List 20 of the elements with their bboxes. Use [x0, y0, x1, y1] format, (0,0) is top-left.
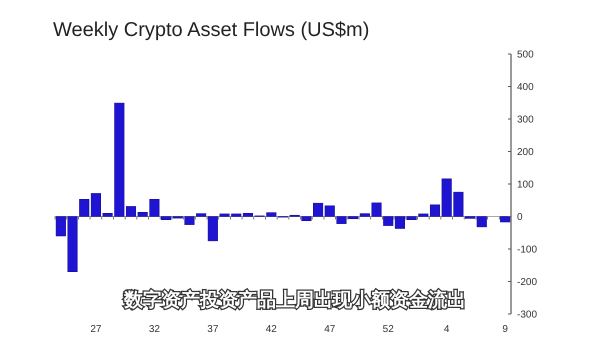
x-tick-label: 27 — [90, 324, 102, 335]
y-tick-label: 300 — [517, 114, 534, 126]
y-tick-label: 500 — [517, 50, 534, 60]
y-tick-label: 400 — [517, 82, 534, 93]
x-tick-label: 37 — [207, 324, 219, 335]
y-tick-label: -200 — [517, 277, 538, 288]
x-tick-label: 32 — [148, 324, 160, 335]
y-tick-label: 200 — [517, 147, 534, 158]
x-tick-label: 52 — [382, 324, 394, 335]
y-tick-label: 0 — [517, 212, 523, 223]
x-tick-label: 4 — [444, 324, 450, 335]
bar — [500, 216, 510, 222]
x-tick-label: 9 — [502, 324, 508, 335]
annotation: 数字资产投资产品上周出现小额资金流出 — [123, 289, 466, 311]
y-tick-label: -300 — [517, 310, 538, 320]
y-tick-label: -100 — [517, 244, 538, 256]
chart-title: Weekly Crypto Asset Flows (US$m) — [53, 19, 370, 41]
y-tick-label: 100 — [517, 180, 534, 190]
x-tick-label: 47 — [324, 324, 336, 335]
x-tick-label: 42 — [266, 324, 278, 335]
